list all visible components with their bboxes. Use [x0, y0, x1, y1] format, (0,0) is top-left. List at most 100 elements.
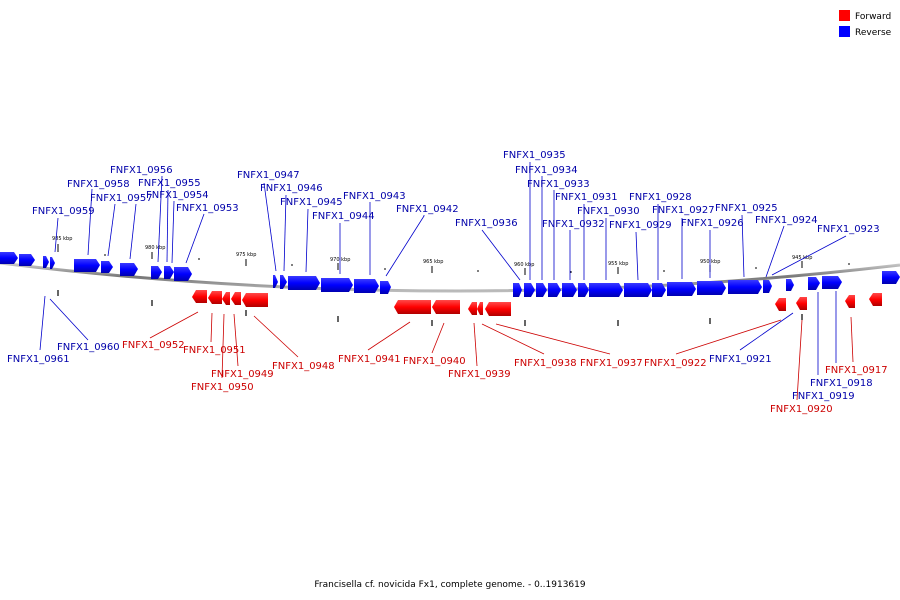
gene-arrow-reverse[interactable]	[19, 254, 35, 266]
gene-label[interactable]: FNFX1_0932	[542, 219, 605, 230]
gene-label[interactable]: FNFX1_0937	[580, 358, 643, 369]
gene-arrow-reverse[interactable]	[288, 276, 320, 290]
gene-arrow-reverse[interactable]	[321, 278, 353, 292]
gene-arrow-forward[interactable]	[477, 302, 483, 315]
gene-label[interactable]: FNFX1_0949	[211, 369, 274, 380]
gene-arrow-reverse[interactable]	[354, 279, 379, 293]
gene-label[interactable]: FNFX1_0929	[609, 220, 672, 231]
gene-label[interactable]: FNFX1_0933	[527, 179, 590, 190]
gene-arrow-reverse[interactable]	[822, 276, 842, 289]
gene-label[interactable]: FNFX1_0957	[90, 193, 153, 204]
gene-arrow-reverse[interactable]	[548, 283, 561, 297]
legend-reverse-swatch	[839, 26, 850, 37]
gene-arrow-reverse[interactable]	[652, 283, 666, 297]
gene-label[interactable]: FNFX1_0950	[191, 382, 254, 393]
gene-arrow-forward[interactable]	[845, 295, 855, 308]
leader-line	[107, 203, 116, 257]
gene-label[interactable]: FNFX1_0946	[260, 183, 323, 194]
gene-label[interactable]: FNFX1_0919	[792, 391, 855, 402]
gene-label[interactable]: FNFX1_0925	[715, 203, 778, 214]
gene-arrow-forward[interactable]	[222, 292, 230, 305]
gene-arrow-reverse[interactable]	[667, 282, 696, 296]
gene-label[interactable]: FNFX1_0935	[503, 150, 566, 161]
gene-arrow-reverse[interactable]	[578, 283, 589, 297]
gene-arrow-forward[interactable]	[869, 293, 882, 306]
gene-label[interactable]: FNFX1_0934	[515, 165, 578, 176]
gene-arrow-reverse[interactable]	[120, 263, 138, 276]
gene-arrow-reverse[interactable]	[380, 281, 391, 294]
gene-label[interactable]: FNFX1_0948	[272, 361, 335, 372]
gene-arrow-reverse[interactable]	[0, 252, 18, 264]
gene-label[interactable]: FNFX1_0956	[110, 165, 173, 176]
gene-arrow-forward[interactable]	[208, 291, 222, 304]
gene-label[interactable]: FNFX1_0928	[629, 192, 692, 203]
gene-arrow-reverse[interactable]	[513, 283, 522, 297]
gene-label[interactable]: FNFX1_0920	[770, 404, 833, 415]
gene-label[interactable]: FNFX1_0954	[146, 190, 209, 201]
gene-label[interactable]: FNFX1_0940	[403, 356, 466, 367]
gene-arrow-forward[interactable]	[231, 292, 241, 305]
gene-label[interactable]: FNFX1_0959	[32, 206, 95, 217]
gene-label[interactable]: FNFX1_0961	[7, 354, 70, 365]
gene-arrow-reverse[interactable]	[624, 283, 652, 297]
gene-label[interactable]: FNFX1_0931	[555, 192, 618, 203]
gene-label[interactable]: FNFX1_0939	[448, 369, 511, 380]
gene-arrow-reverse[interactable]	[808, 277, 820, 290]
gene-label[interactable]: FNFX1_0922	[644, 358, 707, 369]
gene-label[interactable]: FNFX1_0926	[681, 218, 744, 229]
gene-label[interactable]: FNFX1_0955	[138, 178, 201, 189]
gene-arrow-forward[interactable]	[394, 300, 431, 314]
gene-label[interactable]: FNFX1_0947	[237, 170, 300, 181]
gene-label[interactable]: FNFX1_0943	[343, 191, 406, 202]
gene-label[interactable]: FNFX1_0938	[514, 358, 577, 369]
leader-line	[157, 175, 163, 263]
gene-arrow-forward[interactable]	[192, 290, 207, 303]
gene-arrow-reverse[interactable]	[43, 256, 49, 268]
gene-arrow-reverse[interactable]	[50, 257, 55, 269]
leader-line	[54, 217, 59, 253]
gene-arrow-reverse[interactable]	[101, 261, 113, 273]
gene-label[interactable]: FNFX1_0924	[755, 215, 818, 226]
gene-arrow-reverse[interactable]	[562, 283, 577, 297]
leader-line	[473, 322, 478, 367]
gene-arrow-reverse[interactable]	[280, 275, 287, 289]
gene-label[interactable]: FNFX1_0951	[183, 345, 246, 356]
gene-arrow-reverse[interactable]	[74, 259, 100, 272]
gene-label[interactable]: FNFX1_0960	[57, 342, 120, 353]
gene-label[interactable]: FNFX1_0952	[122, 340, 185, 351]
gene-label[interactable]: FNFX1_0917	[825, 365, 888, 376]
gene-arrow-reverse[interactable]	[763, 280, 772, 293]
gene-label[interactable]: FNFX1_0958	[67, 179, 130, 190]
gene-arrow-forward[interactable]	[432, 300, 460, 314]
gene-arrow-reverse[interactable]	[273, 275, 278, 288]
gene-label[interactable]: FNFX1_0953	[176, 203, 239, 214]
gene-arrow-reverse[interactable]	[728, 280, 762, 294]
gene-arrow-reverse[interactable]	[882, 271, 900, 284]
gene-arrow-reverse[interactable]	[536, 283, 547, 297]
gene-label[interactable]: FNFX1_0927	[652, 205, 715, 216]
gene-label[interactable]: FNFX1_0941	[338, 354, 401, 365]
gene-label[interactable]: FNFX1_0930	[577, 206, 640, 217]
gene-arrow-forward[interactable]	[468, 302, 477, 315]
gene-arrow-forward[interactable]	[796, 297, 807, 310]
gene-arrow-reverse[interactable]	[786, 279, 794, 291]
gene-label[interactable]: FNFX1_0921	[709, 354, 772, 365]
gene-label[interactable]: FNFX1_0918	[810, 378, 873, 389]
gene-arrow-forward[interactable]	[242, 293, 268, 307]
gene-label[interactable]: FNFX1_0923	[817, 224, 880, 235]
gene-arrow-reverse[interactable]	[164, 266, 174, 279]
gene-arrow-reverse[interactable]	[589, 283, 623, 297]
gene-label[interactable]: FNFX1_0945	[280, 197, 343, 208]
gene-arrow-forward[interactable]	[775, 298, 786, 311]
gene-arrow-reverse[interactable]	[697, 281, 726, 295]
gene-arrow-forward[interactable]	[485, 302, 511, 316]
gene-arrow-reverse[interactable]	[174, 267, 192, 281]
leader-line	[171, 200, 175, 264]
gene-label[interactable]: FNFX1_0944	[312, 211, 375, 222]
gene-arrow-reverse[interactable]	[524, 283, 535, 297]
gene-label[interactable]: FNFX1_0942	[396, 204, 459, 215]
gene-label[interactable]: FNFX1_0936	[455, 218, 518, 229]
gene-arrow-reverse[interactable]	[151, 266, 162, 279]
reverse-leader-lines	[39, 162, 847, 375]
reverse-gene-labels: FNFX1_0961 FNFX1_0960 FNFX1_0959 FNFX1_0…	[7, 150, 880, 402]
